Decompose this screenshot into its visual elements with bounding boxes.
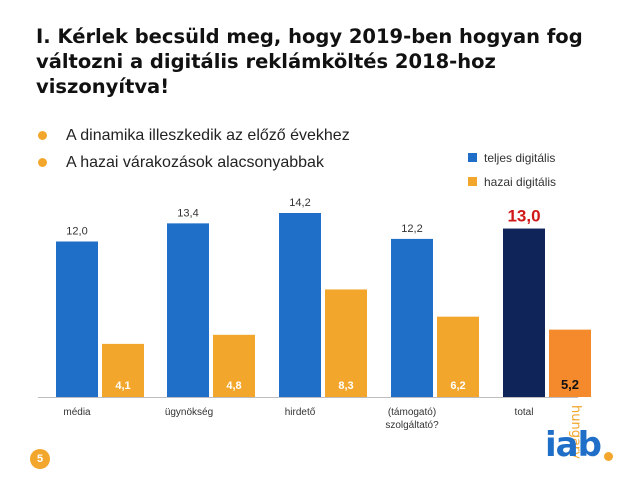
bar-teljes-digitalis xyxy=(279,213,321,397)
category-label: ügynökség xyxy=(165,407,213,418)
bar-hazai-digitalis xyxy=(549,329,591,397)
legend-label: hazai digitális xyxy=(484,175,556,189)
bullet-dot-icon xyxy=(38,158,47,167)
data-label-hazai: 4,8 xyxy=(226,380,241,392)
legend-label: teljes digitális xyxy=(484,151,555,165)
data-label-teljes: 12,0 xyxy=(66,226,87,238)
finding-item: A hazai várakozások alacsonyabbak xyxy=(38,149,350,176)
data-label-hazai: 8,3 xyxy=(338,380,353,392)
bar-teljes-digitalis xyxy=(503,228,545,397)
data-label-hazai: 4,1 xyxy=(115,380,130,392)
data-label-hazai: 5,2 xyxy=(561,377,579,392)
finding-text: A dinamika illeszkedik az előző évekhez xyxy=(66,127,350,144)
data-label-teljes: 13,0 xyxy=(507,207,540,226)
iab-logo: iab xyxy=(545,425,602,465)
data-label-teljes: 12,2 xyxy=(401,223,422,235)
bar-hazai-digitalis xyxy=(437,316,479,397)
category-label: média xyxy=(63,407,91,418)
bar-hazai-digitalis xyxy=(213,334,255,397)
data-label-hazai: 6,2 xyxy=(450,380,465,392)
data-label-teljes: 14,2 xyxy=(289,197,310,209)
finding-item: A dinamika illeszkedik az előző évekhez xyxy=(38,122,350,149)
page-number: 5 xyxy=(30,449,50,469)
data-label-teljes: 13,4 xyxy=(177,207,198,219)
bar-teljes-digitalis xyxy=(56,241,98,397)
bullet-dot-icon xyxy=(38,131,47,140)
bar-teljes-digitalis xyxy=(167,223,209,397)
bar-teljes-digitalis xyxy=(391,238,433,397)
legend-swatch xyxy=(468,153,477,162)
category-label: (támogató) szolgáltató? xyxy=(385,407,439,431)
category-label: hirdető xyxy=(285,407,316,418)
bar-hazai-digitalis xyxy=(102,343,144,397)
key-findings-list: A dinamika illeszkedik az előző évekhez … xyxy=(38,122,350,176)
finding-text: A hazai várakozások alacsonyabbak xyxy=(66,154,324,171)
logo-dot-icon xyxy=(604,452,613,461)
category-label: total xyxy=(515,407,534,418)
bar-hazai-digitalis xyxy=(325,289,367,397)
legend-swatch xyxy=(468,177,477,186)
slide-title: I. Kérlek becsüld meg, hogy 2019-ben hog… xyxy=(36,25,583,98)
